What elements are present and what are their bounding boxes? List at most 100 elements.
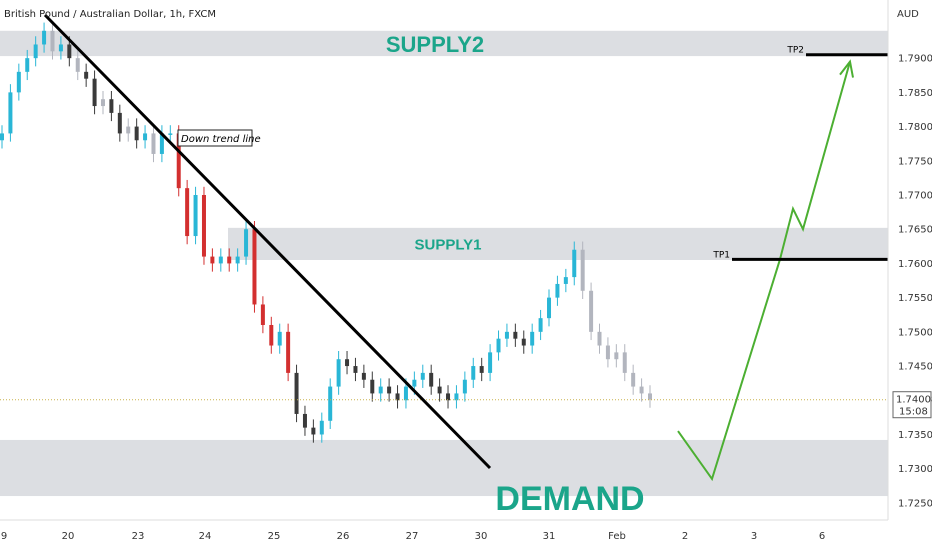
candle-body bbox=[58, 44, 63, 52]
candle-body bbox=[437, 386, 442, 394]
price-tick-label: 1.75500 bbox=[898, 293, 932, 304]
zone-supply2 bbox=[0, 30, 888, 57]
candle-body bbox=[395, 393, 400, 401]
candle-body bbox=[563, 277, 568, 284]
candle-body bbox=[16, 71, 21, 93]
candle-body bbox=[496, 338, 501, 353]
candle-body bbox=[513, 331, 518, 339]
candle-body bbox=[50, 30, 55, 52]
candle-body bbox=[33, 44, 38, 59]
time-tick-label: 31 bbox=[543, 531, 556, 542]
time-tick-label: 9 bbox=[1, 531, 7, 542]
candle-body bbox=[614, 352, 619, 360]
price-tick-label: 1.78000 bbox=[898, 122, 932, 133]
level-label-tp1: TP1 bbox=[712, 250, 730, 260]
projection-path bbox=[677, 61, 851, 482]
time-tick-label: 6 bbox=[819, 531, 825, 542]
candle-body bbox=[387, 386, 392, 394]
zone-label-demand: DEMAND bbox=[495, 480, 644, 518]
price-tick-label: 1.76500 bbox=[898, 225, 932, 236]
time-tick-label: 25 bbox=[268, 531, 281, 542]
time-tick-label: 26 bbox=[337, 531, 350, 542]
candle-body bbox=[143, 133, 148, 141]
zone-label-supply2: SUPPLY2 bbox=[386, 32, 484, 57]
candle-body bbox=[345, 359, 350, 367]
price-tick-label: 1.73500 bbox=[898, 430, 932, 441]
price-tick-label: 1.78500 bbox=[898, 88, 932, 99]
candle-body bbox=[168, 133, 173, 135]
candle-body bbox=[210, 256, 215, 264]
time-tick-label: 30 bbox=[475, 531, 488, 542]
zone-demand bbox=[0, 439, 888, 497]
price-axis[interactable] bbox=[888, 0, 932, 550]
candle-body bbox=[589, 290, 594, 332]
candle-body bbox=[42, 30, 47, 45]
candle-body bbox=[260, 304, 265, 325]
candle-body bbox=[0, 133, 4, 141]
candle-body bbox=[504, 331, 509, 339]
candle-body bbox=[479, 366, 484, 373]
candle-body bbox=[488, 352, 493, 373]
candle-body bbox=[580, 249, 585, 291]
candle-body bbox=[126, 126, 131, 134]
candles-layer bbox=[0, 22, 652, 443]
price-tick-label: 1.75000 bbox=[898, 327, 932, 338]
levels-layer: TP2 TP1 bbox=[712, 46, 888, 261]
price-tick-label: 1.79000 bbox=[898, 54, 932, 65]
time-tick-label: Feb bbox=[608, 531, 626, 542]
price-tick-label: 1.76000 bbox=[898, 259, 932, 270]
candle-body bbox=[328, 386, 333, 421]
candle-body bbox=[547, 297, 552, 319]
candle-body bbox=[92, 78, 97, 107]
candle-body bbox=[294, 372, 299, 414]
price-tick-label: 1.77500 bbox=[898, 156, 932, 167]
candle-body bbox=[370, 379, 375, 394]
down-trend-line[interactable] bbox=[43, 13, 492, 470]
candle-body bbox=[75, 58, 80, 72]
price-tick-label: 1.72500 bbox=[898, 498, 932, 509]
currency-label: AUD bbox=[897, 9, 919, 20]
candle-body bbox=[218, 256, 223, 264]
candle-body bbox=[605, 345, 610, 360]
projection-arrowhead bbox=[839, 59, 854, 78]
candle-body bbox=[521, 338, 526, 346]
candle-body bbox=[67, 44, 72, 59]
current-price-value: 1.74008 bbox=[896, 395, 932, 406]
candle-body bbox=[244, 229, 249, 257]
candle-body bbox=[227, 256, 232, 264]
time-tick-label: 2 bbox=[682, 531, 688, 542]
price-ticks: 1.79000 1.78500 1.78000 1.77500 1.77000 1.765… bbox=[898, 54, 932, 510]
price-tick-label: 1.73000 bbox=[898, 464, 932, 475]
candle-body bbox=[555, 283, 560, 298]
candle-body bbox=[454, 393, 459, 401]
candle-body bbox=[597, 331, 602, 346]
zone-supply1 bbox=[228, 227, 888, 260]
candle-body bbox=[471, 366, 476, 380]
candle-body bbox=[269, 325, 274, 346]
candle-body bbox=[8, 92, 13, 134]
candle-body bbox=[151, 133, 156, 154]
candle-body bbox=[622, 352, 627, 373]
candle-body bbox=[100, 99, 105, 107]
time-tick-label: 3 bbox=[751, 531, 757, 542]
current-price-badge: 1.74008 15:08 bbox=[892, 391, 932, 419]
zones-layer: SUPPLY2 SUPPLY1 DEMAND bbox=[0, 30, 888, 518]
candle-body bbox=[538, 318, 543, 332]
candle-body bbox=[277, 331, 282, 346]
candle-body bbox=[134, 126, 139, 141]
candle-body bbox=[311, 427, 316, 435]
candle-body bbox=[429, 372, 434, 387]
candle-body bbox=[25, 58, 30, 72]
candle-body bbox=[193, 195, 198, 237]
candle-body bbox=[403, 386, 408, 401]
candle-body bbox=[302, 413, 307, 428]
trendline-label-box: Down trend line bbox=[177, 129, 261, 147]
candle-body bbox=[319, 420, 324, 435]
candle-body bbox=[185, 188, 190, 237]
candle-body bbox=[631, 372, 636, 387]
candle-body bbox=[446, 393, 451, 401]
time-axis[interactable] bbox=[0, 520, 888, 550]
candle-body bbox=[336, 359, 341, 387]
price-tick-label: 1.74500 bbox=[898, 362, 932, 373]
